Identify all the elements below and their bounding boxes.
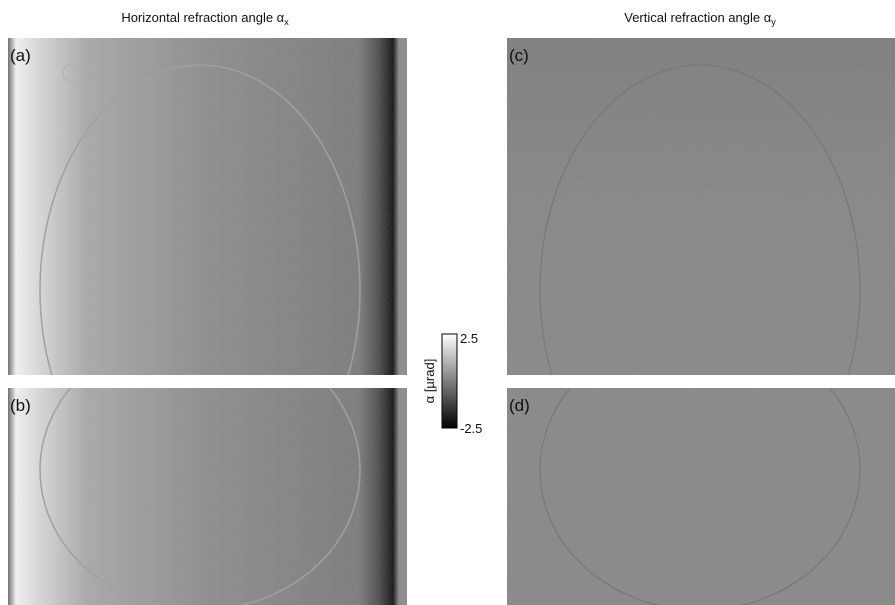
colorbar-tick-label: -2.5 (460, 421, 482, 436)
colorbar-tick-label: 2.5 (460, 331, 478, 346)
colorbar-label: α [µrad] (422, 359, 437, 404)
column-title: Vertical refraction angle αy (624, 10, 776, 27)
panel-label: (a) (10, 46, 31, 65)
panel-label: (d) (509, 396, 530, 415)
panel-label: (b) (10, 396, 31, 415)
colorbar (442, 334, 457, 428)
figure: Horizontal refraction angle αx Vertical … (0, 0, 895, 605)
panel-label: (c) (509, 46, 529, 65)
column-title: Horizontal refraction angle αx (121, 10, 289, 27)
